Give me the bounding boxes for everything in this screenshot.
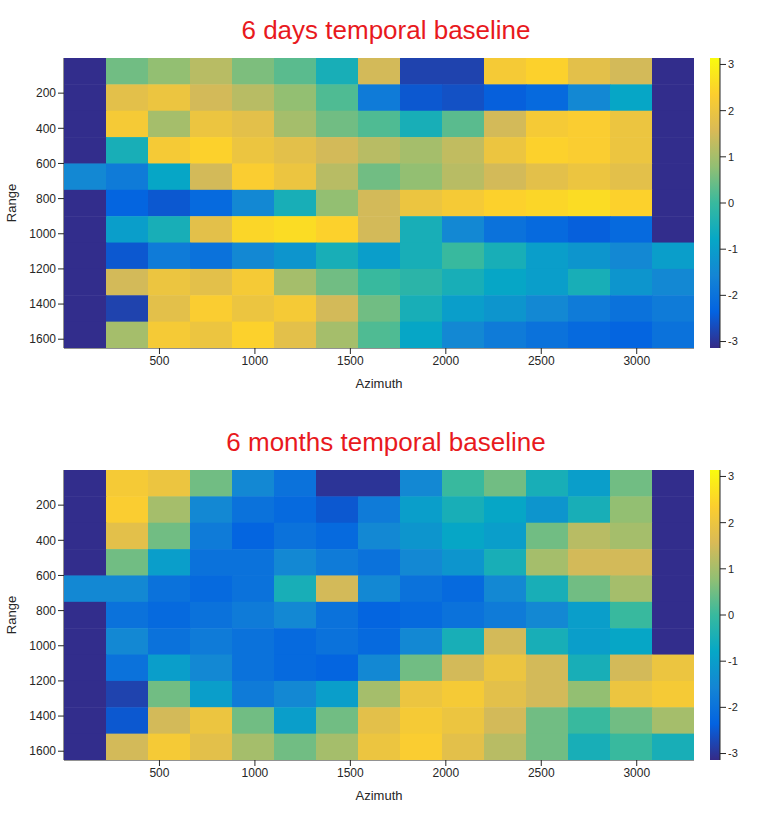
- svg-text:-2: -2: [728, 289, 738, 301]
- svg-text:1600: 1600: [29, 332, 56, 346]
- svg-text:200: 200: [36, 498, 56, 512]
- svg-text:2000: 2000: [432, 354, 459, 368]
- svg-text:600: 600: [36, 157, 56, 171]
- svg-text:-1: -1: [728, 655, 738, 667]
- svg-text:-2: -2: [728, 701, 738, 713]
- svg-text:2500: 2500: [528, 766, 555, 780]
- html-text:6 days temporal baseline: 6 days temporal baseline: [241, 15, 531, 45]
- svg-text:2000: 2000: [432, 766, 459, 780]
- svg-text:3000: 3000: [623, 766, 650, 780]
- svg-text:1000: 1000: [242, 766, 269, 780]
- svg-text:3: 3: [728, 58, 734, 70]
- svg-text:400: 400: [36, 534, 56, 548]
- svg-text:3: 3: [728, 470, 734, 482]
- svg-text:3000: 3000: [623, 354, 650, 368]
- svg-text:1400: 1400: [29, 297, 56, 311]
- svg-text:1500: 1500: [337, 354, 364, 368]
- svg-text:800: 800: [36, 604, 56, 618]
- svg-text:1200: 1200: [29, 674, 56, 688]
- svg-text:2: 2: [728, 517, 734, 529]
- svg-text:1: 1: [728, 151, 734, 163]
- svg-text:1400: 1400: [29, 709, 56, 723]
- svg-text:500: 500: [149, 354, 169, 368]
- svg-text:600: 600: [36, 569, 56, 583]
- svg-text:-1: -1: [728, 243, 738, 255]
- svg-text:1000: 1000: [29, 639, 56, 653]
- html-text:6 months temporal baseline: 6 months temporal baseline: [226, 427, 546, 457]
- svg-text:0: 0: [728, 197, 734, 209]
- svg-text:Range: Range: [4, 596, 19, 634]
- svg-text:1500: 1500: [337, 766, 364, 780]
- svg-text:2500: 2500: [528, 354, 555, 368]
- svg-text:Azimuth: Azimuth: [356, 788, 403, 803]
- svg-text:1000: 1000: [29, 227, 56, 241]
- svg-text:2: 2: [728, 105, 734, 117]
- svg-text:Azimuth: Azimuth: [356, 376, 403, 391]
- svg-text:1600: 1600: [29, 744, 56, 758]
- svg-text:Range: Range: [4, 184, 19, 222]
- svg-text:400: 400: [36, 122, 56, 136]
- svg-text:1: 1: [728, 563, 734, 575]
- svg-text:500: 500: [149, 766, 169, 780]
- svg-text:0: 0: [728, 609, 734, 621]
- svg-text:1200: 1200: [29, 262, 56, 276]
- svg-text:1000: 1000: [242, 354, 269, 368]
- svg-text:800: 800: [36, 192, 56, 206]
- svg-text:200: 200: [36, 86, 56, 100]
- svg-text:-3: -3: [728, 747, 738, 759]
- svg-text:-3: -3: [728, 335, 738, 347]
